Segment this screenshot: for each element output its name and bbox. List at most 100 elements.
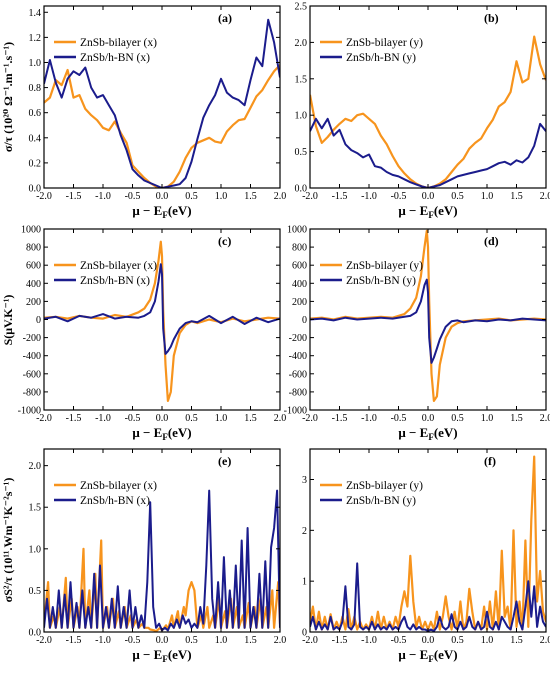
x-tick-label: -0.5 <box>125 413 141 424</box>
y-tick-label: 1.0 <box>295 111 308 122</box>
y-tick-label: 800 <box>292 243 307 254</box>
x-axis-label-main: μ − E <box>398 647 428 662</box>
panel-label: (c) <box>218 234 231 248</box>
legend-entry: ZnSb-bilayer (x) <box>80 37 157 49</box>
y-tick-label: 200 <box>292 297 307 308</box>
x-tick-label: 2.0 <box>540 191 550 202</box>
x-tick-label: -1.0 <box>95 635 111 646</box>
y-tick-label: 0.5 <box>29 586 42 597</box>
x-tick-label: 0.5 <box>451 191 464 202</box>
x-tick-label: 1.0 <box>481 635 494 646</box>
y-tick-label: 1.4 <box>29 8 42 19</box>
x-tick-label: -1.0 <box>361 191 377 202</box>
x-tick-label: 0.0 <box>156 191 169 202</box>
x-tick-label: 0.5 <box>451 413 464 424</box>
x-axis-label: μ − EF(eV) <box>132 203 191 220</box>
x-axis-label: μ − EF(eV) <box>398 647 457 664</box>
y-tick-label: 800 <box>26 243 41 254</box>
series-line-hbn <box>310 119 546 188</box>
x-tick-label: 1.5 <box>510 191 523 202</box>
x-axis-label: μ − EF(eV) <box>132 647 191 664</box>
legend-entry: ZnSb-bilayer (x) <box>80 480 157 492</box>
y-tick-label: -800 <box>23 387 41 398</box>
plot-frame <box>310 6 546 188</box>
y-tick-label: -600 <box>23 369 41 380</box>
x-tick-label: -1.5 <box>66 635 82 646</box>
x-tick-label: -1.0 <box>95 413 111 424</box>
y-tick-label: 0.8 <box>29 83 42 94</box>
y-tick-label: 0 <box>302 315 307 326</box>
x-tick-label: -0.5 <box>391 413 407 424</box>
x-axis-label-unit: (eV) <box>168 425 192 440</box>
x-tick-label: 0.0 <box>422 191 435 202</box>
y-tick-label: 1000 <box>287 225 307 236</box>
x-tick-label: 0.0 <box>156 413 169 424</box>
y-axis-label: S(μV.K⁻¹) <box>1 295 15 346</box>
y-tick-label: 2.0 <box>295 38 308 49</box>
y-tick-label: -200 <box>289 333 307 344</box>
x-axis-label-unit: (eV) <box>434 425 458 440</box>
y-tick-label: 0.0 <box>295 184 308 195</box>
legend-entry: ZnSb-bilayer (y) <box>346 480 423 492</box>
x-tick-label: 1.0 <box>215 191 228 202</box>
panel-label: (e) <box>218 454 231 468</box>
y-tick-label: 1000 <box>21 225 41 236</box>
series-line-hbn <box>310 280 546 363</box>
x-tick-label: 2.0 <box>274 191 287 202</box>
y-tick-label: 3 <box>302 475 307 486</box>
x-tick-label: 0.5 <box>185 191 198 202</box>
x-tick-label: 2.0 <box>540 635 550 646</box>
x-axis-label-unit: (eV) <box>434 203 458 218</box>
legend-entry: ZnSb/h-BN (y) <box>346 52 416 64</box>
x-tick-label: 1.5 <box>244 191 257 202</box>
panel-label: (d) <box>484 234 499 248</box>
x-axis-label-main: μ − E <box>132 203 162 218</box>
x-axis-label-unit: (eV) <box>434 647 458 662</box>
x-tick-label: 0.5 <box>451 635 464 646</box>
x-tick-label: 0.5 <box>185 635 198 646</box>
y-tick-label: 0.2 <box>29 158 42 169</box>
x-tick-label: 1.0 <box>481 191 494 202</box>
x-tick-label: -1.0 <box>361 413 377 424</box>
legend-entry: ZnSb/h-BN (x) <box>80 275 150 287</box>
y-tick-label: -1000 <box>284 406 307 417</box>
x-tick-label: 1.5 <box>244 635 257 646</box>
y-tick-label: 1.0 <box>29 58 42 69</box>
legend-entry: ZnSb/h-BN (y) <box>346 275 416 287</box>
x-axis-label-unit: (eV) <box>168 647 192 662</box>
x-tick-label: -1.0 <box>361 635 377 646</box>
y-tick-label: 2.5 <box>295 2 308 13</box>
x-axis-label-unit: (eV) <box>168 203 192 218</box>
y-tick-label: -400 <box>23 351 41 362</box>
x-axis-label: μ − EF(eV) <box>398 203 457 220</box>
y-tick-label: 200 <box>26 297 41 308</box>
y-tick-label: 0.6 <box>29 108 42 119</box>
y-tick-label: 1.2 <box>29 33 42 44</box>
legend-entry: ZnSb-bilayer (y) <box>346 37 423 49</box>
y-tick-label: 1.0 <box>29 544 42 555</box>
x-tick-label: 1.0 <box>215 413 228 424</box>
y-axis-label: σS²/τ (10¹¹.Wm⁻¹K⁻²s⁻¹) <box>1 478 15 603</box>
x-tick-label: -1.5 <box>66 191 82 202</box>
x-axis-label-main: μ − E <box>398 203 428 218</box>
x-axis-label-main: μ − E <box>132 647 162 662</box>
y-tick-label: 1.5 <box>29 503 42 514</box>
x-tick-label: 2.0 <box>274 635 287 646</box>
y-tick-label: -600 <box>289 369 307 380</box>
x-tick-label: 2.0 <box>540 413 550 424</box>
panel-label: (f) <box>484 454 496 468</box>
legend-entry: ZnSb/h-BN (x) <box>80 495 150 507</box>
y-tick-label: -400 <box>289 351 307 362</box>
x-tick-label: 1.5 <box>510 635 523 646</box>
legend-entry: ZnSb/h-BN (y) <box>346 495 416 507</box>
legend-entry: ZnSb/h-BN (x) <box>80 52 150 64</box>
y-tick-label: 0 <box>36 315 41 326</box>
y-tick-label: 0.0 <box>29 184 42 195</box>
x-axis-label-main: μ − E <box>398 425 428 440</box>
